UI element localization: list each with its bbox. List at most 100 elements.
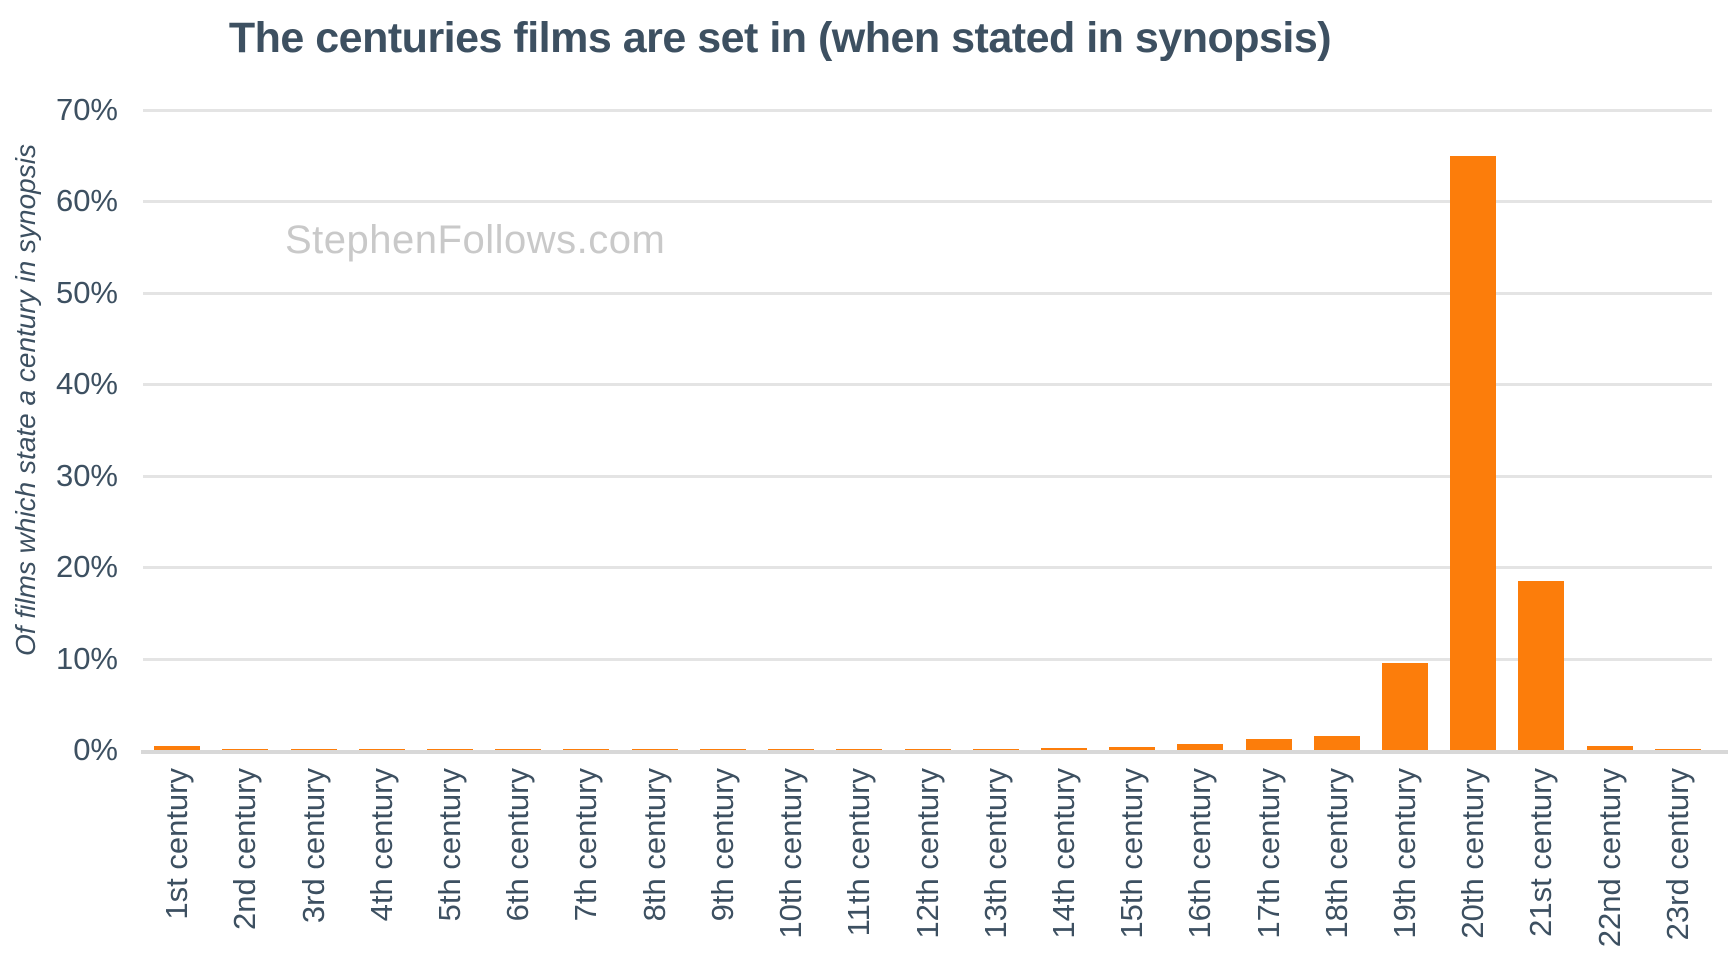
bar-slot: [279, 110, 347, 750]
bar-slot: [1576, 110, 1644, 750]
bar-slot: [1030, 110, 1098, 750]
bar-slot: [1303, 110, 1371, 750]
x-label-slot: 7th century: [552, 768, 620, 921]
bar-3rd-century: [290, 749, 337, 750]
gridline-40pct: [143, 383, 1712, 387]
gridline-50pct: [143, 291, 1712, 295]
bar-17th-century: [1245, 739, 1292, 750]
gridline-30pct: [143, 474, 1712, 478]
x-tick-label: 22nd century: [1591, 768, 1627, 948]
y-tick-label: 60%: [55, 183, 118, 219]
bar-slot: [1166, 110, 1234, 750]
x-tick-label: 18th century: [1318, 768, 1354, 939]
x-tick-label: 14th century: [1045, 768, 1081, 939]
bar-11th-century: [836, 748, 883, 750]
x-label-slot: 13th century: [962, 768, 1030, 939]
x-label-slot: 5th century: [416, 768, 484, 921]
x-tick-label: 16th century: [1182, 768, 1218, 939]
plot-area: [141, 109, 1728, 754]
gridline-20pct: [143, 566, 1712, 570]
bar-1st-century: [154, 746, 201, 750]
x-axis-line: [141, 750, 1728, 754]
y-tick-label: 40%: [55, 366, 118, 402]
watermark: StephenFollows.com: [285, 218, 666, 262]
bar-14th-century: [1040, 748, 1087, 750]
bar-23rd-century: [1654, 748, 1701, 750]
bar-slot: [484, 110, 552, 750]
x-tick-label: 12th century: [909, 768, 945, 939]
bar-slot: [1644, 110, 1712, 750]
x-label-slot: 10th century: [757, 768, 825, 939]
bar-4th-century: [358, 749, 405, 750]
x-label-slot: 20th century: [1439, 768, 1507, 939]
x-tick-label: 21st century: [1523, 768, 1559, 937]
bar-9th-century: [699, 748, 746, 750]
x-label-slot: 9th century: [689, 768, 757, 921]
x-label-slot: 16th century: [1166, 768, 1234, 939]
x-axis-tick-labels: 1st century 2nd century 3rd century 4th cen…: [143, 768, 1712, 947]
gridline-60pct: [143, 200, 1712, 204]
bar-22nd-century: [1586, 746, 1633, 750]
x-tick-label: 23rd century: [1659, 768, 1695, 941]
bar-slot: [211, 110, 279, 750]
y-tick-label: 50%: [55, 274, 118, 310]
bar-8th-century: [631, 748, 678, 750]
x-tick-label: 4th century: [363, 768, 399, 922]
bar-slot: [1098, 110, 1166, 750]
y-tick-label: 30%: [55, 457, 118, 493]
y-tick-label: 0%: [73, 732, 118, 767]
bar-slot: [1507, 110, 1575, 750]
bar-slot: [1371, 110, 1439, 750]
bar-slot: [552, 110, 620, 750]
bar-10th-century: [768, 748, 815, 750]
x-label-slot: 12th century: [893, 768, 961, 939]
x-label-slot: 22nd century: [1576, 768, 1644, 947]
gridline-70pct: [143, 109, 1712, 112]
bar-15th-century: [1109, 747, 1156, 750]
x-tick-label: 9th century: [704, 768, 740, 922]
x-tick-label: 5th century: [431, 768, 467, 922]
bar-2nd-century: [222, 748, 269, 750]
bar-slot: [962, 110, 1030, 750]
x-label-slot: 21st century: [1507, 768, 1575, 937]
x-label-slot: 1st century: [143, 768, 211, 920]
x-tick-label: 6th century: [500, 768, 536, 922]
x-label-slot: 8th century: [621, 768, 689, 921]
x-label-slot: 14th century: [1030, 768, 1098, 939]
y-tick-label: 20%: [55, 549, 118, 585]
x-tick-label: 19th century: [1387, 768, 1423, 939]
gridline-10pct: [143, 657, 1712, 661]
x-tick-label: 8th century: [636, 768, 672, 922]
bar-slot: [757, 110, 825, 750]
bar-slot: [416, 110, 484, 750]
x-tick-label: 17th century: [1250, 768, 1286, 939]
x-label-slot: 15th century: [1098, 768, 1166, 939]
x-label-slot: 17th century: [1235, 768, 1303, 939]
x-tick-label: 15th century: [1114, 768, 1150, 939]
bar-5th-century: [426, 749, 473, 750]
bar-slot: [621, 110, 689, 750]
bar-slot: [893, 110, 961, 750]
bar-slot: [348, 110, 416, 750]
x-label-slot: 19th century: [1371, 768, 1439, 939]
x-tick-label: 10th century: [773, 768, 809, 939]
x-tick-label: 7th century: [568, 768, 604, 922]
x-label-slot: 4th century: [348, 768, 416, 921]
x-label-slot: 23rd century: [1644, 768, 1712, 940]
bar-slot: [825, 110, 893, 750]
bar-16th-century: [1177, 743, 1224, 750]
x-tick-label: 20th century: [1455, 768, 1491, 939]
x-tick-label: 13th century: [977, 768, 1013, 939]
bar-slot: [689, 110, 757, 750]
x-label-slot: 3rd century: [279, 768, 347, 923]
bar-slot: [143, 110, 211, 750]
y-tick-label: 70%: [55, 92, 118, 127]
x-tick-label: 2nd century: [227, 768, 263, 930]
x-tick-label: 3rd century: [295, 768, 331, 924]
bar-slot: [1439, 110, 1507, 750]
bar-slot: [1235, 110, 1303, 750]
x-label-slot: 6th century: [484, 768, 552, 921]
x-label-slot: 11th century: [825, 768, 893, 936]
y-axis-tick-labels: 0% 10% 20% 30% 40% 50% 60% 70%: [0, 0, 118, 970]
